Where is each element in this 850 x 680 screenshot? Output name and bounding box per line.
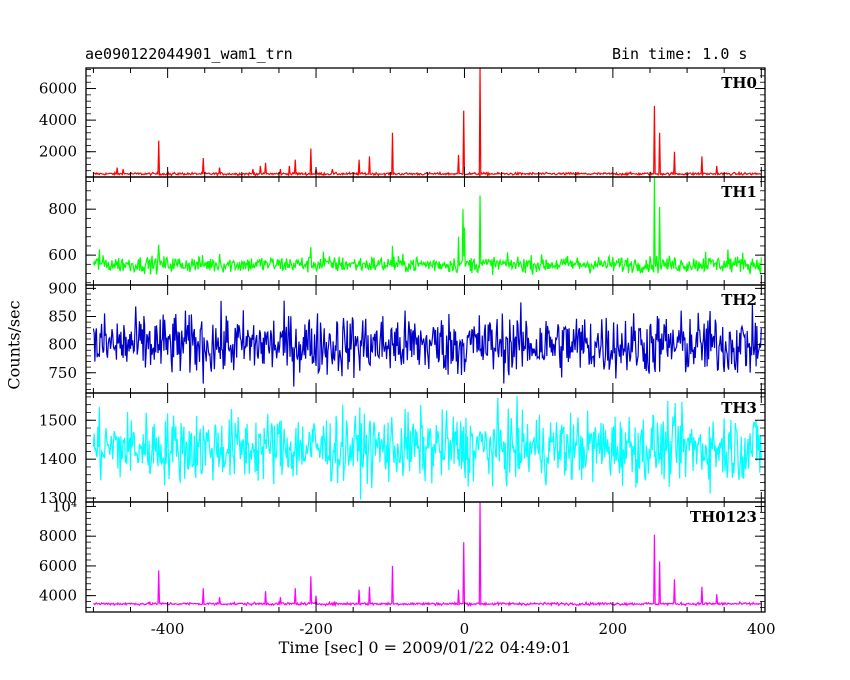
- panel-frame-th0123: [85, 501, 766, 613]
- panel-frame-th0: [85, 67, 766, 178]
- series-th1: [92, 177, 762, 276]
- bin-time-label: Bin time: 1.0 s: [612, 45, 748, 63]
- y-tick-label: 750: [48, 364, 77, 382]
- x-tick-label: 400: [747, 620, 776, 638]
- y-tick-label: 6000: [39, 80, 77, 98]
- y-tick-label: 850: [48, 308, 77, 326]
- y-tick-label: 10⁴: [52, 497, 77, 515]
- x-tick-label: -200: [299, 620, 333, 638]
- series-th0: [93, 68, 762, 177]
- y-tick-label: 8000: [39, 527, 77, 545]
- y-tick-label: 2000: [39, 143, 77, 161]
- panel-label-th0123: TH0123: [690, 508, 757, 526]
- x-axis-label: Time [sec] 0 = 2009/01/22 04:49:01: [278, 638, 572, 657]
- y-tick-label: 800: [48, 200, 77, 218]
- series-th3: [92, 396, 762, 500]
- y-tick-label: 4000: [39, 111, 77, 129]
- panel-label-th0: TH0: [721, 74, 757, 92]
- y-axis-label: Counts/sec: [4, 300, 24, 390]
- x-tick-label: -400: [151, 620, 185, 638]
- y-tick-label: 600: [48, 246, 77, 264]
- panel-label-th2: TH2: [721, 291, 757, 309]
- series-th0123: [93, 502, 762, 608]
- series-th2: [92, 300, 762, 387]
- panel-label-th1: TH1: [721, 183, 757, 201]
- x-tick-label: 0: [460, 620, 470, 638]
- x-tick-label: 200: [599, 620, 628, 638]
- y-tick-label: 1500: [39, 411, 77, 429]
- y-tick-label: 6000: [39, 557, 77, 575]
- y-tick-label: 4000: [39, 587, 77, 605]
- panel-label-th3: TH3: [721, 399, 757, 417]
- y-tick-label: 1300: [39, 489, 77, 507]
- y-tick-label: 900: [48, 279, 77, 297]
- observation-id-title: ae090122044901_wam1_trn: [85, 45, 293, 63]
- y-tick-label: 1400: [39, 450, 77, 468]
- y-tick-label: 800: [48, 336, 77, 354]
